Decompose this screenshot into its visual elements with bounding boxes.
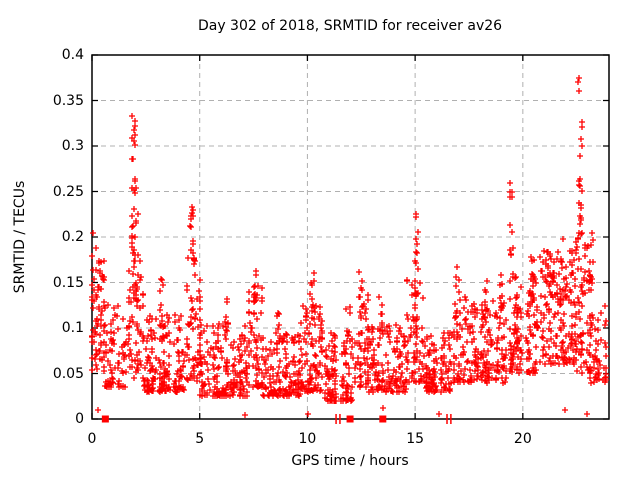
chart-title: Day 302 of 2018, SRMTID for receiver av2…: [197, 18, 503, 34]
y-tick-label: 0: [75, 411, 84, 427]
y-tick-label: 0.25: [52, 183, 84, 200]
axis-square-marker: [101, 415, 109, 423]
x-tick-label: 5: [195, 431, 205, 447]
y-tick-label: 0.4: [61, 47, 84, 63]
y-tick-label: 0.3: [61, 138, 84, 154]
axis-square-marker: [379, 415, 387, 423]
x-axis-label: GPS time / hours: [291, 453, 409, 469]
x-tick-label: 15: [406, 431, 425, 447]
x-tick-label: 0: [87, 431, 97, 447]
y-tick-label: 0.1: [61, 320, 84, 336]
y-tick-label: 0.2: [61, 229, 84, 245]
y-tick-label: 0.35: [52, 92, 84, 109]
y-tick-label: 0.15: [52, 274, 84, 291]
axis-square-marker: [346, 415, 354, 423]
x-tick-label: 10: [298, 431, 317, 447]
y-tick-label: 0.05: [52, 365, 84, 382]
x-tick-label: 20: [513, 431, 532, 447]
